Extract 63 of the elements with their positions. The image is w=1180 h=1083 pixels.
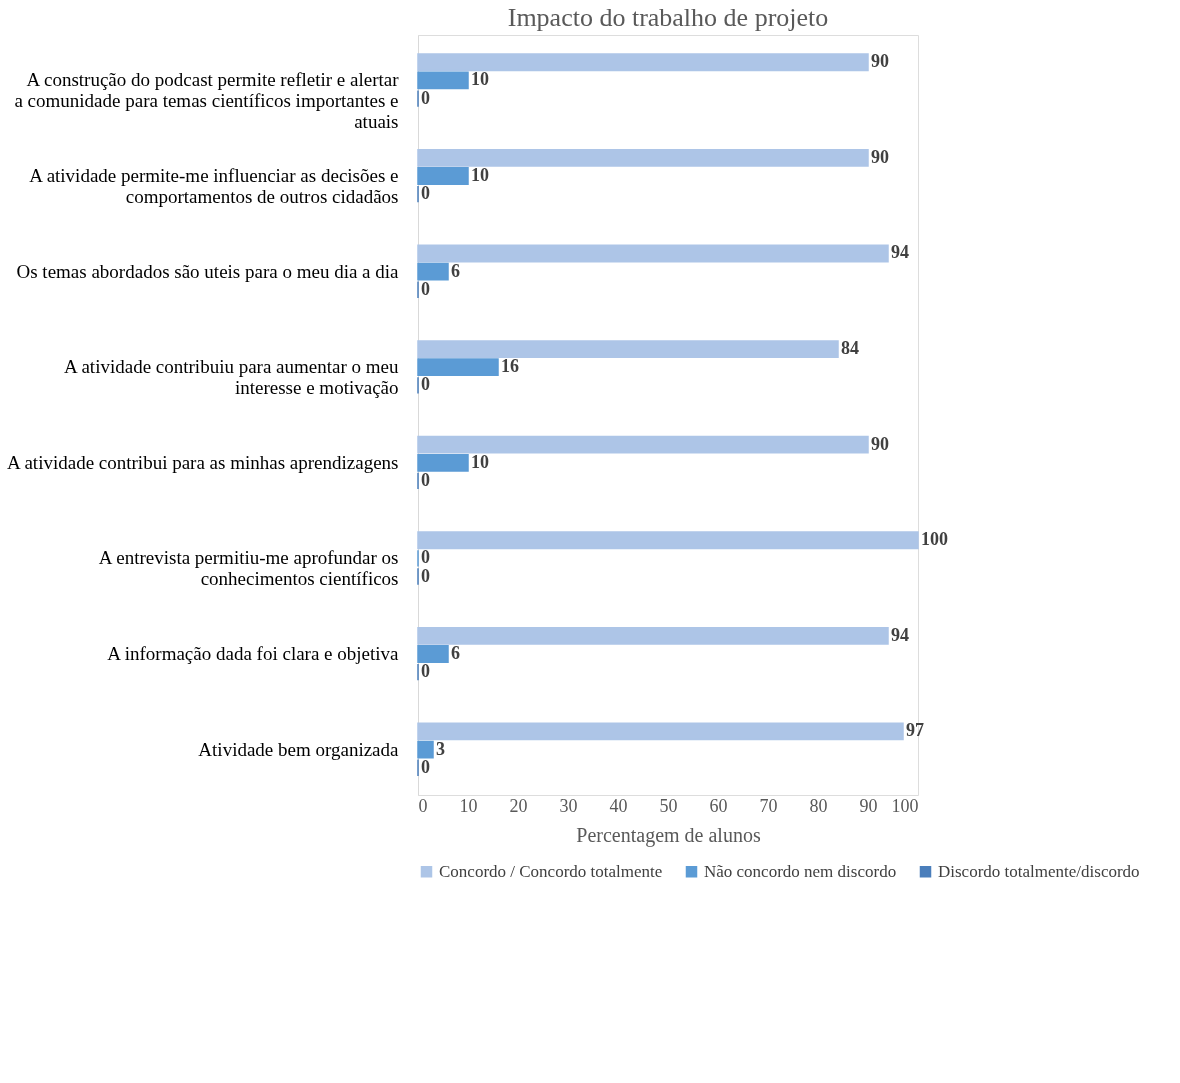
data-label: 6 <box>451 642 460 663</box>
data-label: 97 <box>906 720 924 741</box>
bar <box>417 435 869 454</box>
x-tick-label: 40 <box>609 795 628 816</box>
x-tick-label: 20 <box>509 795 528 816</box>
data-label: 3 <box>436 738 445 759</box>
y-tick-label: A atividade permite-me influenciar as decisões e comportamentos de outros cidadãos <box>29 165 399 208</box>
data-label: 10 <box>471 451 489 472</box>
x-tick-label: 80 <box>809 795 828 816</box>
data-label: 0 <box>421 374 430 395</box>
data-label: 6 <box>451 260 460 281</box>
bar <box>417 740 434 759</box>
data-label: 90 <box>871 433 889 454</box>
data-label: 16 <box>501 356 519 377</box>
data-label: 10 <box>471 69 489 90</box>
data-label: 0 <box>421 87 430 108</box>
data-label: 90 <box>871 146 889 167</box>
data-label: 0 <box>421 183 430 204</box>
legend-label: Não concordo nem discordo <box>704 861 897 881</box>
bar <box>417 262 449 281</box>
y-tick-label: Os temas abordados são uteis para o meu dia a dia <box>16 260 400 282</box>
y-tick-label: A atividade contribuiu para aumentar o meu interesse e motivação <box>64 356 399 399</box>
x-tick-label: 30 <box>559 795 578 816</box>
data-label: 0 <box>421 278 430 299</box>
bar <box>417 244 889 263</box>
data-label: 94 <box>891 242 909 263</box>
data-label: 0 <box>421 756 430 777</box>
bar <box>417 340 839 358</box>
y-tick-label: A entrevista permitiu-me aprofundar os conhecimentos científicos <box>98 547 399 590</box>
x-tick-label: 0 <box>418 795 428 816</box>
data-label: 0 <box>421 661 430 682</box>
x-tick-label: 60 <box>709 795 728 816</box>
legend-label: Discordo totalmente/discordo <box>938 861 1140 881</box>
data-label: 84 <box>841 338 859 359</box>
y-tick-label: A construção do podcast permite refletir e alertar a comunidade para temas científicos importantes e atuais <box>14 69 400 133</box>
bar <box>417 148 869 167</box>
data-label: 94 <box>891 624 909 645</box>
bar <box>417 358 499 377</box>
y-tick-label: A atividade contribui para as minhas aprendizagens <box>7 451 399 473</box>
y-tick-label: A informação dada foi clara e objetiva <box>107 642 400 664</box>
bar <box>417 453 469 472</box>
bar <box>417 71 469 90</box>
bar <box>417 722 904 741</box>
bar <box>417 645 449 663</box>
x-tick-label: 100 <box>891 795 919 816</box>
x-tick-label: 10 <box>459 795 478 816</box>
data-label: 10 <box>471 165 489 186</box>
x-tick-label: 90 <box>859 795 878 816</box>
x-tick-label: 70 <box>759 795 778 816</box>
bar <box>417 531 919 550</box>
data-label: 90 <box>871 51 889 72</box>
bar <box>417 626 889 645</box>
bar <box>417 167 469 185</box>
data-label: 100 <box>921 529 948 550</box>
data-label: 0 <box>421 547 430 568</box>
y-tick-label: Atividade bem organizada <box>198 738 400 760</box>
x-tick-label: 50 <box>659 795 678 816</box>
legend-label: Concordo / Concordo totalmente <box>439 861 663 881</box>
data-label: 0 <box>421 469 430 490</box>
x-axis-title: Percentagem de alunos <box>576 823 761 847</box>
bar <box>417 53 869 72</box>
data-label: 0 <box>421 565 430 586</box>
chart-title: Impacto do trabalho de projeto <box>507 3 829 32</box>
